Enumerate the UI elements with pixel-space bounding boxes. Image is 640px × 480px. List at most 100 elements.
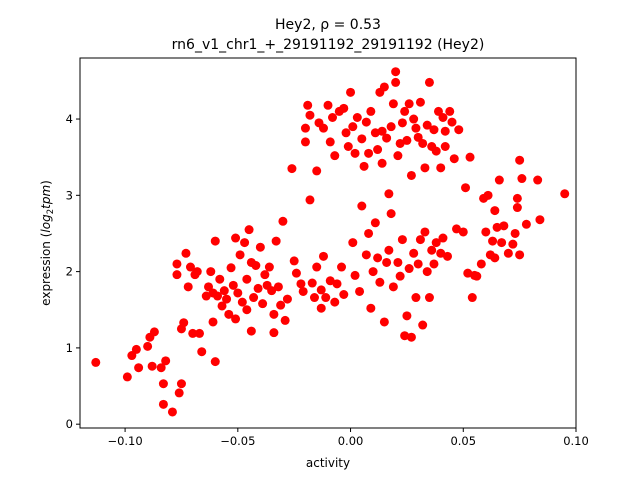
data-point [476, 259, 486, 269]
data-point [242, 305, 252, 315]
data-point [436, 163, 446, 173]
data-point [400, 331, 410, 341]
data-point [409, 248, 419, 258]
data-point [384, 189, 394, 199]
x-tick-label: 0.00 [338, 434, 364, 448]
data-point [452, 224, 462, 234]
data-point [418, 320, 428, 330]
data-point [348, 122, 358, 132]
data-point [233, 288, 243, 298]
data-point [206, 267, 216, 277]
data-point [472, 271, 482, 281]
data-point [267, 286, 277, 296]
data-point [339, 103, 349, 113]
data-point [397, 118, 407, 128]
data-point [406, 170, 416, 180]
data-point [379, 82, 389, 92]
data-point [411, 293, 421, 303]
data-point [183, 282, 193, 292]
data-point [287, 164, 297, 174]
data-point [382, 257, 392, 267]
data-point [413, 259, 423, 269]
data-point [156, 363, 166, 373]
data-point [535, 215, 545, 225]
data-point [438, 113, 448, 123]
data-point [339, 289, 349, 299]
data-point [341, 128, 351, 138]
data-point [515, 155, 525, 165]
data-point [131, 344, 141, 354]
data-point [357, 134, 367, 144]
data-point [375, 277, 385, 287]
data-point [379, 317, 389, 327]
data-point [560, 189, 570, 199]
data-point [251, 261, 261, 271]
data-point [404, 264, 414, 274]
data-point [201, 291, 211, 301]
data-point [215, 274, 225, 284]
data-point [503, 248, 513, 258]
data-point [424, 77, 434, 87]
data-point [447, 117, 457, 127]
data-point [517, 174, 527, 184]
data-point [384, 245, 394, 255]
data-point [415, 235, 425, 245]
data-point [359, 161, 369, 171]
data-point [172, 259, 182, 269]
data-point [147, 361, 157, 371]
data-point [303, 100, 313, 110]
data-point [373, 253, 383, 263]
data-point [348, 238, 358, 248]
data-point [149, 327, 159, 337]
data-point [366, 106, 376, 116]
data-point [332, 279, 342, 289]
data-point [436, 248, 446, 258]
data-point [158, 399, 168, 409]
data-point [235, 250, 245, 260]
data-point [427, 245, 437, 255]
data-point [276, 300, 286, 310]
x-tick-label: −0.10 [107, 434, 142, 448]
chart-subtitle: rn6_v1_chr1_+_29191192_29191192 (Hey2) [172, 37, 485, 53]
data-point [188, 328, 198, 338]
data-point [393, 151, 403, 161]
data-point [231, 233, 241, 243]
data-point [197, 347, 207, 357]
data-point [307, 278, 317, 288]
data-point [521, 219, 531, 229]
data-point [316, 303, 326, 313]
data-point [422, 120, 432, 130]
data-point [179, 318, 189, 328]
data-point [420, 163, 430, 173]
data-points [91, 67, 570, 417]
y-axis-label-suffix: ) [39, 180, 53, 185]
data-point [296, 279, 306, 289]
data-point [361, 117, 371, 127]
data-point [350, 270, 360, 280]
data-point [490, 253, 500, 263]
data-point [330, 151, 340, 161]
data-point [382, 133, 392, 143]
data-point [366, 303, 376, 313]
data-point [282, 294, 292, 304]
data-point [208, 317, 218, 327]
data-point [273, 282, 283, 292]
data-point [415, 97, 425, 107]
data-point [298, 286, 308, 296]
data-point [280, 315, 290, 325]
data-point [122, 372, 132, 382]
y-tick-label: 1 [66, 341, 73, 355]
data-point [210, 357, 220, 367]
data-point [213, 291, 223, 301]
data-point [318, 251, 328, 261]
data-point [488, 236, 498, 246]
data-point [337, 262, 347, 272]
data-point [512, 193, 522, 203]
y-tick-label: 3 [66, 188, 73, 202]
data-point [246, 326, 256, 336]
data-point [461, 183, 471, 193]
data-point [258, 299, 268, 309]
x-axis-ticks: −0.10 −0.05 0.00 0.05 0.10 [107, 428, 589, 448]
data-point [458, 227, 468, 237]
